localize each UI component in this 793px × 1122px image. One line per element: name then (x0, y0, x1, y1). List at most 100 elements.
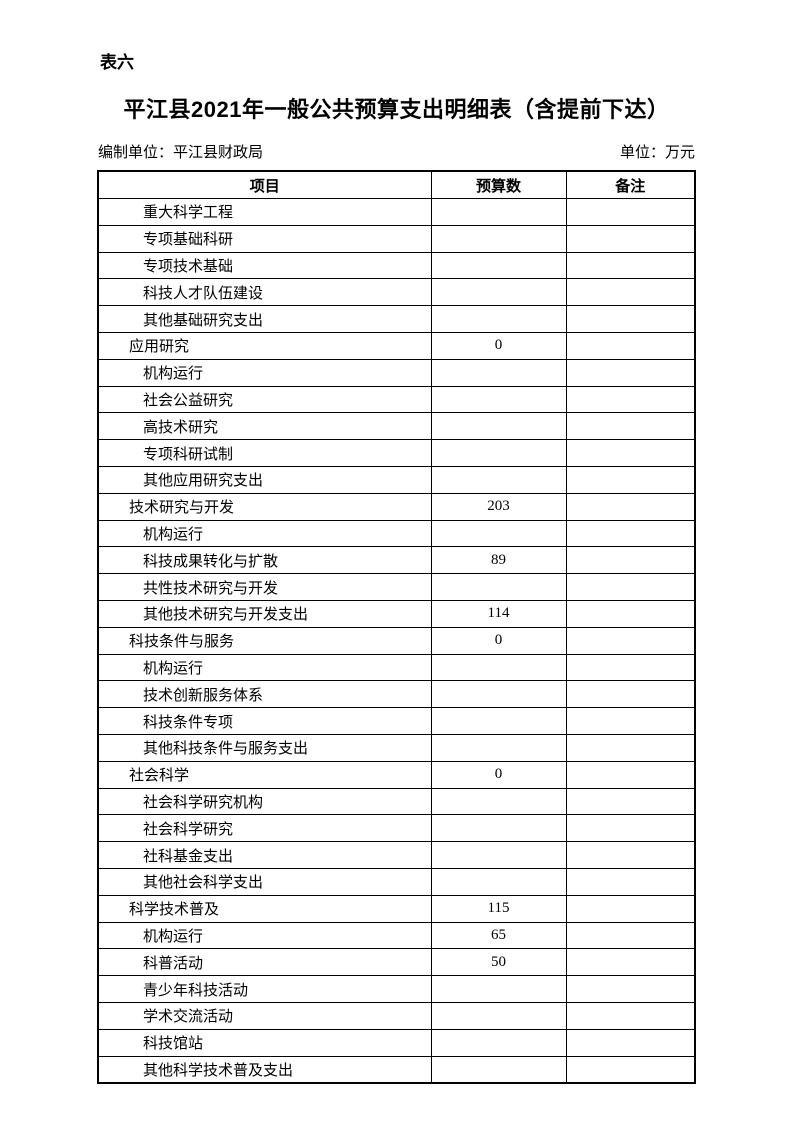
budget-cell: 89 (430, 546, 567, 575)
table-row: 社会科学研究 (97, 814, 696, 843)
note-cell (565, 519, 696, 548)
item-cell: 专项技术基础 (97, 251, 432, 280)
budget-cell (430, 867, 567, 896)
item-cell: 科技条件专项 (97, 707, 432, 735)
budget-cell (430, 680, 567, 709)
note-cell (565, 546, 696, 575)
item-cell: 专项科研试制 (97, 439, 432, 467)
table-row: 社会科学 0 (97, 760, 696, 789)
item-cell: 其他基础研究支出 (97, 305, 432, 333)
item-cell: 社会公益研究 (97, 385, 432, 414)
budget-cell (430, 1055, 567, 1084)
unit-label: 单位：万元 (619, 145, 695, 161)
item-cell: 其他技术研究与开发支出 (97, 599, 432, 628)
budget-cell: 114 (430, 599, 567, 628)
note-cell (565, 787, 696, 816)
table-body: 重大科学工程 专项基础科研 专项技术基础 科技人才队伍建设 其他基础研究支出 应… (97, 198, 696, 1084)
table-row: 其他科技条件与服务支出 (97, 733, 696, 762)
budget-cell: 115 (430, 894, 567, 923)
item-cell: 机构运行 (97, 358, 432, 387)
budget-cell (430, 305, 567, 333)
note-cell (565, 814, 696, 843)
budget-cell (430, 412, 567, 441)
table-row: 青少年科技活动 (97, 975, 696, 1003)
item-cell: 共性技术研究与开发 (97, 573, 432, 601)
item-cell: 高技术研究 (97, 412, 432, 441)
prepared-by-label: 编制单位：平江县财政局 (98, 145, 264, 161)
table-row: 专项技术基础 (97, 251, 696, 280)
note-cell (565, 305, 696, 333)
note-cell (565, 465, 696, 494)
budget-cell (430, 251, 567, 280)
table-row: 专项基础科研 (97, 224, 696, 253)
table-row: 机构运行 65 (97, 921, 696, 950)
note-cell (565, 680, 696, 709)
item-cell: 机构运行 (97, 519, 432, 548)
note-cell (565, 599, 696, 628)
budget-cell: 0 (430, 626, 567, 655)
budget-cell (430, 841, 567, 869)
note-cell (565, 573, 696, 601)
note-cell (565, 358, 696, 387)
item-cell: 应用研究 (97, 331, 432, 360)
table-row: 其他基础研究支出 (97, 305, 696, 333)
budget-cell (430, 975, 567, 1003)
column-header-budget: 预算数 (430, 170, 567, 199)
note-cell (565, 1028, 696, 1057)
budget-cell (430, 573, 567, 601)
note-cell (565, 948, 696, 977)
item-cell: 专项基础科研 (97, 224, 432, 253)
note-cell (565, 626, 696, 655)
table-row: 科技条件专项 (97, 707, 696, 735)
budget-cell (430, 814, 567, 843)
table-row: 其他应用研究支出 (97, 465, 696, 494)
item-cell: 社会科学 (97, 760, 432, 789)
table-row: 社会公益研究 (97, 385, 696, 414)
note-cell (565, 278, 696, 307)
budget-cell (430, 733, 567, 762)
note-cell (565, 867, 696, 896)
table-row: 技术创新服务体系 (97, 680, 696, 709)
budget-cell: 50 (430, 948, 567, 977)
item-cell: 机构运行 (97, 653, 432, 682)
meta-row: 编制单位：平江县财政局 单位：万元 (98, 141, 695, 162)
table-row: 专项科研试制 (97, 439, 696, 467)
item-cell: 科学技术普及 (97, 894, 432, 923)
budget-cell: 65 (430, 921, 567, 950)
note-cell (565, 975, 696, 1003)
budget-cell (430, 1001, 567, 1030)
header-row: 项目 预算数 备注 (97, 170, 696, 199)
budget-cell (430, 519, 567, 548)
item-cell: 社科基金支出 (97, 841, 432, 869)
budget-cell (430, 385, 567, 414)
table-row: 重大科学工程 (97, 198, 696, 226)
note-cell (565, 385, 696, 414)
table-number-label: 表六 (100, 53, 134, 72)
item-cell: 科技条件与服务 (97, 626, 432, 655)
item-cell: 其他科学技术普及支出 (97, 1055, 432, 1084)
item-cell: 重大科学工程 (97, 198, 432, 226)
note-cell (565, 492, 696, 521)
table-row: 社会科学研究机构 (97, 787, 696, 816)
budget-cell (430, 653, 567, 682)
note-cell (565, 1001, 696, 1030)
budget-cell: 0 (430, 760, 567, 789)
table-row: 科普活动 50 (97, 948, 696, 977)
note-cell (565, 921, 696, 950)
column-header-note: 备注 (565, 170, 696, 199)
note-cell (565, 760, 696, 789)
item-cell: 技术研究与开发 (97, 492, 432, 521)
item-cell: 科技馆站 (97, 1028, 432, 1057)
note-cell (565, 224, 696, 253)
table-row: 科技条件与服务 0 (97, 626, 696, 655)
note-cell (565, 198, 696, 226)
item-cell: 其他科技条件与服务支出 (97, 733, 432, 762)
note-cell (565, 894, 696, 923)
item-cell: 科普活动 (97, 948, 432, 977)
table-row: 机构运行 (97, 358, 696, 387)
item-cell: 机构运行 (97, 921, 432, 950)
table-row: 社科基金支出 (97, 841, 696, 869)
note-cell (565, 412, 696, 441)
item-cell: 科技成果转化与扩散 (97, 546, 432, 575)
